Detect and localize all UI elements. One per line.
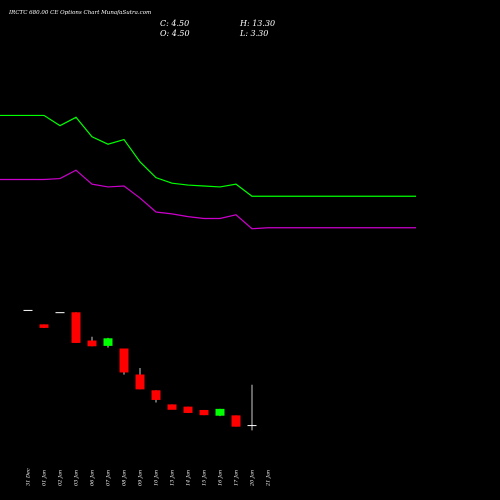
x-tick-label: 31 Dec (26, 468, 32, 486)
candle-body (215, 408, 225, 416)
x-tick-label: 01 Jan (42, 470, 48, 486)
x-tick-label: 06 Jan (90, 470, 96, 486)
x-tick-label: 13 Jan (170, 470, 176, 486)
x-tick-label: 20 Jan (250, 470, 256, 487)
close-value: C: 4.50 (160, 19, 189, 28)
high-value: H: 13.30 (239, 19, 275, 28)
candle-body (151, 390, 161, 400)
candle-body (231, 415, 241, 427)
candle-body (135, 374, 145, 390)
x-axis-ticks: 31 Dec 01 Jan 02 Jan 03 Jan 06 Jan 07 Jan 08 J… (26, 468, 272, 487)
candle-body (103, 338, 113, 346)
candle (247, 384, 257, 431)
candle-body (183, 406, 193, 413)
x-tick-label: 03 Jan (74, 470, 80, 486)
candle-body (39, 324, 49, 328)
candle (151, 390, 161, 403)
x-tick-label: 09 Jan (138, 470, 144, 486)
candle-body (199, 409, 209, 416)
open-value: O: 4.50 (160, 29, 190, 38)
x-tick-label: 17 Jan (234, 470, 240, 486)
indicator-bands (0, 114, 416, 230)
x-tick-label: 02 Jan (58, 470, 64, 486)
candle-body (71, 312, 81, 343)
x-tick-label: 10 Jan (154, 470, 160, 486)
low-value: L: 3.30 (239, 29, 268, 38)
candle (215, 408, 225, 417)
upper-band-line (0, 114, 416, 197)
candle (119, 348, 129, 375)
candle (167, 404, 177, 410)
x-tick-label: 21 Jan (266, 470, 272, 487)
chart-title: IRCTC 680.00 CE Options Chart MunafaSutr… (8, 10, 151, 16)
x-tick-label: 08 Jan (122, 470, 128, 486)
x-tick-label: 16 Jan (218, 470, 224, 486)
candle-body (87, 340, 97, 347)
candle-body (119, 348, 129, 373)
candle (103, 337, 113, 348)
x-tick-label: 07 Jan (106, 470, 112, 486)
candle (71, 312, 81, 343)
x-tick-label: 14 Jan (186, 470, 192, 486)
candles (23, 309, 257, 431)
middle-band-line (0, 169, 416, 230)
candle (183, 406, 193, 413)
candle (231, 415, 241, 427)
candle (135, 368, 145, 390)
candle (39, 324, 49, 328)
x-tick-label: 15 Jan (202, 470, 208, 486)
candle (87, 336, 97, 347)
candle (199, 409, 209, 416)
candle-body (167, 404, 177, 410)
